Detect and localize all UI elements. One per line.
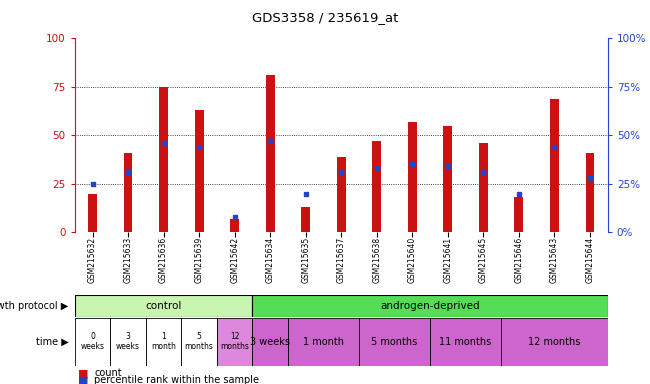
- Text: GDS3358 / 235619_at: GDS3358 / 235619_at: [252, 12, 398, 25]
- Text: GSM215644: GSM215644: [586, 237, 595, 283]
- Text: GSM215634: GSM215634: [266, 237, 275, 283]
- Text: GSM215642: GSM215642: [230, 237, 239, 283]
- Text: GSM215637: GSM215637: [337, 237, 346, 283]
- Bar: [550, 99, 559, 232]
- Text: 0
weeks: 0 weeks: [81, 332, 105, 351]
- Text: 12 months: 12 months: [528, 336, 580, 347]
- Text: 3 weeks: 3 weeks: [250, 336, 290, 347]
- Text: ■: ■: [78, 368, 88, 378]
- Text: GSM215632: GSM215632: [88, 237, 97, 283]
- Text: GSM215641: GSM215641: [443, 237, 452, 283]
- Bar: [479, 143, 488, 232]
- Bar: [146, 318, 181, 366]
- Text: 1 month: 1 month: [303, 336, 344, 347]
- Text: count: count: [94, 368, 122, 378]
- Bar: [75, 318, 110, 366]
- Bar: [288, 318, 359, 366]
- Bar: [586, 153, 594, 232]
- Bar: [252, 318, 288, 366]
- Bar: [75, 295, 252, 317]
- Text: GSM215635: GSM215635: [301, 237, 310, 283]
- Text: ■: ■: [78, 375, 88, 384]
- Bar: [266, 75, 274, 232]
- Bar: [408, 122, 417, 232]
- Bar: [501, 318, 608, 366]
- Bar: [252, 295, 608, 317]
- Text: GSM215639: GSM215639: [194, 237, 203, 283]
- Text: 12
months: 12 months: [220, 332, 249, 351]
- Text: 3
weeks: 3 weeks: [116, 332, 140, 351]
- Text: GSM215640: GSM215640: [408, 237, 417, 283]
- Text: GSM215633: GSM215633: [124, 237, 133, 283]
- Text: 5
months: 5 months: [185, 332, 214, 351]
- Bar: [301, 207, 310, 232]
- Text: 5 months: 5 months: [371, 336, 418, 347]
- Text: growth protocol ▶: growth protocol ▶: [0, 301, 68, 311]
- Text: 11 months: 11 months: [439, 336, 492, 347]
- Text: GSM215646: GSM215646: [514, 237, 523, 283]
- Text: GSM215643: GSM215643: [550, 237, 559, 283]
- Text: GSM215638: GSM215638: [372, 237, 382, 283]
- Bar: [217, 318, 252, 366]
- Text: 1
month: 1 month: [151, 332, 176, 351]
- Bar: [443, 126, 452, 232]
- Text: GSM215645: GSM215645: [479, 237, 488, 283]
- Bar: [159, 87, 168, 232]
- Text: time ▶: time ▶: [36, 336, 68, 347]
- Bar: [430, 318, 501, 366]
- Bar: [181, 318, 217, 366]
- Bar: [124, 153, 133, 232]
- Text: androgen-deprived: androgen-deprived: [380, 301, 480, 311]
- Text: control: control: [146, 301, 182, 311]
- Bar: [230, 219, 239, 232]
- Text: percentile rank within the sample: percentile rank within the sample: [94, 375, 259, 384]
- Bar: [372, 141, 381, 232]
- Text: GSM215636: GSM215636: [159, 237, 168, 283]
- Bar: [195, 110, 203, 232]
- Bar: [337, 157, 346, 232]
- Bar: [111, 318, 146, 366]
- Bar: [88, 194, 97, 232]
- Bar: [359, 318, 430, 366]
- Bar: [515, 197, 523, 232]
